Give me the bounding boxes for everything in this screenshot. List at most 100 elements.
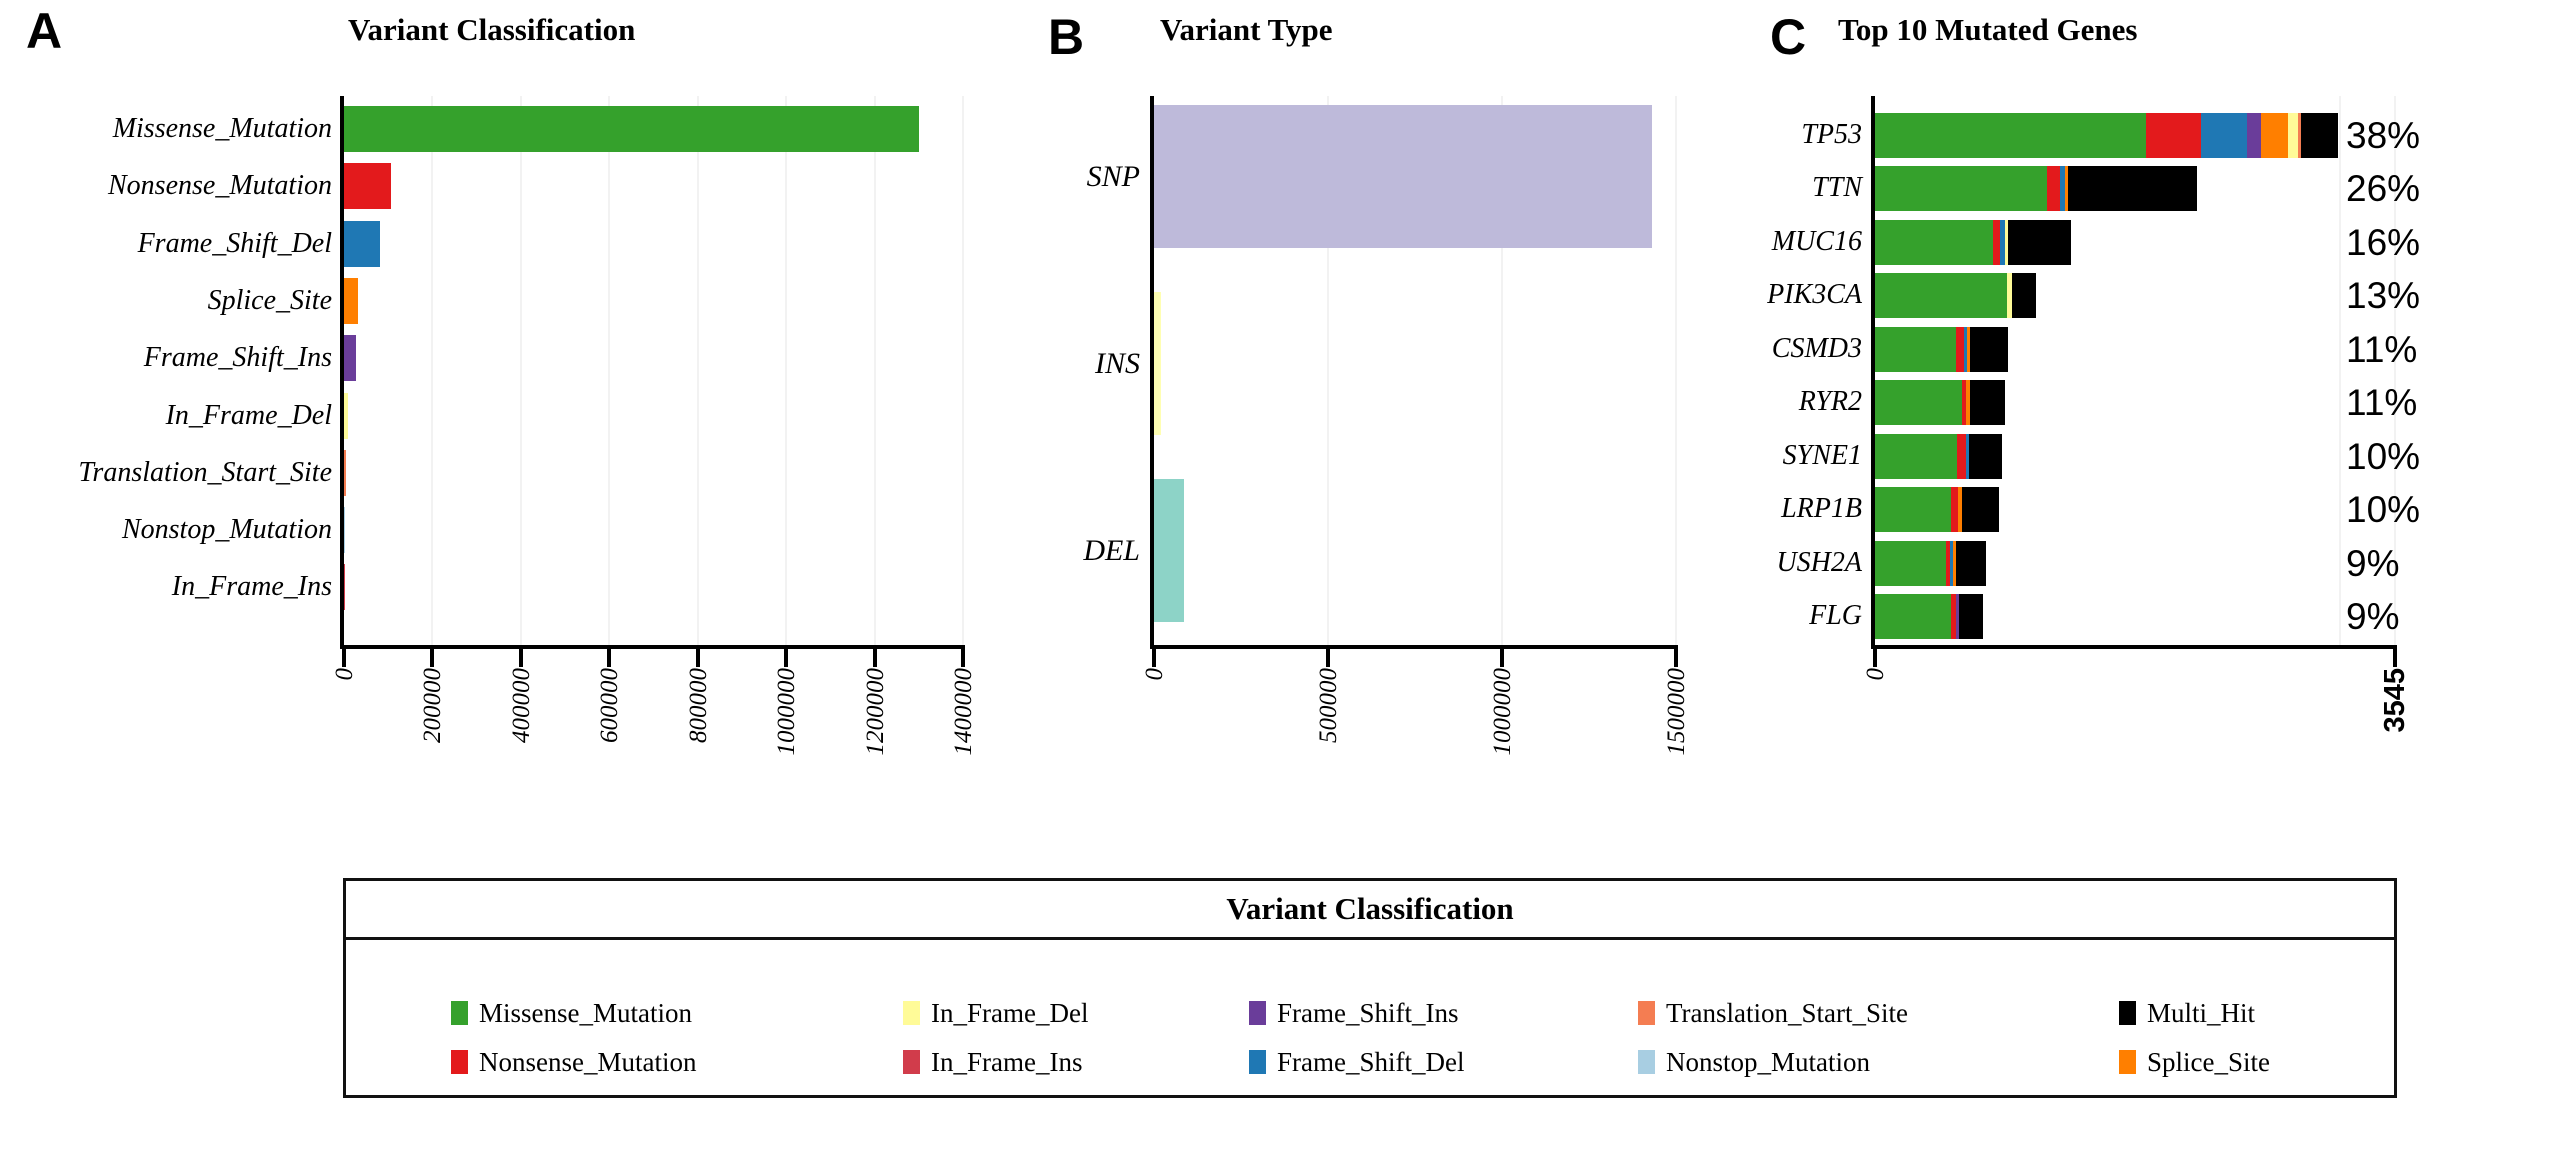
category-label-Nonstop_Mutation: Nonstop_Mutation — [121, 514, 332, 546]
frame-shift-del-swatch-icon — [1249, 1050, 1266, 1074]
gene-label-SYNE1: SYNE1 — [1782, 439, 1862, 471]
segment-FLG-Multi_Hit — [1958, 594, 1983, 640]
segment-RYR2-Multi_Hit — [1970, 380, 2006, 426]
percent-label-TTN: 26% — [2346, 168, 2421, 210]
percent-label-FLG: 9% — [2346, 596, 2400, 638]
x-tick-label-text: 1000000 — [1489, 668, 1516, 756]
segment-SYNE1-Frame_Shift_Del — [1965, 433, 1969, 479]
gene-bar-RYR2 — [1875, 380, 2006, 426]
segment-TP53-Multi_Hit — [2300, 113, 2338, 158]
segment-MUC16-Multi_Hit — [2007, 219, 2071, 265]
y-axis — [1150, 96, 1154, 649]
legend-label: In_Frame_Ins — [931, 1046, 1083, 1077]
gene-label-TP53: TP53 — [1801, 119, 1862, 150]
frame-shift-ins-swatch-icon — [1249, 1001, 1266, 1025]
segment-CSMD3-Missense_Mutation — [1875, 326, 1957, 372]
x-tick — [2393, 649, 2397, 667]
in-frame-ins-swatch-icon — [903, 1050, 920, 1074]
legend-item-Multi_Hit: Multi_Hit — [2119, 997, 2256, 1028]
variant-classification-title: Variant Classification — [348, 12, 636, 47]
category-label-DEL: DEL — [1083, 533, 1140, 567]
gridline — [873, 96, 876, 645]
bar-Translation_Start_Site — [344, 449, 346, 496]
segment-LRP1B-Missense_Mutation — [1875, 487, 1952, 533]
segment-TP53-Nonsense_Mutation — [2146, 113, 2202, 158]
bar-Splice_Site — [344, 277, 359, 324]
legend-item-In_Frame_Ins: In_Frame_Ins — [903, 1046, 1083, 1077]
nonstop-mutation-swatch-icon — [1638, 1050, 1655, 1074]
legend-label: Translation_Start_Site — [1666, 997, 1909, 1028]
segment-TTN-Frame_Shift_Del — [2060, 166, 2065, 212]
bar-INS — [1154, 292, 1161, 435]
category-label-Frame_Shift_Ins: Frame_Shift_Ins — [143, 342, 332, 374]
gridline — [431, 96, 434, 645]
segment-TP53-In_Frame_Del — [2288, 113, 2299, 158]
legend-label: Splice_Site — [2147, 1046, 2270, 1077]
gridline — [2339, 96, 2341, 645]
segment-RYR2-Missense_Mutation — [1875, 380, 1962, 426]
category-label-In_Frame_Ins: In_Frame_Ins — [171, 571, 332, 603]
legend-label: Nonsense_Mutation — [479, 1046, 697, 1077]
gene-label-USH2A: USH2A — [1776, 546, 1862, 578]
segment-TP53-Frame_Shift_Ins — [2247, 113, 2262, 158]
multi-hit-swatch-icon — [2119, 1001, 2136, 1025]
variant-type-title: Variant Type — [1160, 12, 1333, 47]
bar-In_Frame_Del — [344, 392, 348, 439]
percent-label-MUC16: 16% — [2346, 221, 2421, 263]
segment-CSMD3-Frame_Shift_Del — [1964, 326, 1968, 372]
segment-LRP1B-Splice_Site — [1957, 487, 1963, 533]
x-tick — [1326, 649, 1330, 667]
x-tick-label-text: 500000 — [1315, 668, 1342, 743]
segment-TTN-Multi_Hit — [2068, 166, 2198, 212]
panel-a-label: A — [26, 3, 63, 59]
segment-SYNE1-Missense_Mutation — [1875, 433, 1958, 479]
category-label-In_Frame_Del: In_Frame_Del — [165, 399, 332, 431]
segment-TP53-Splice_Site — [2261, 113, 2289, 158]
gridline — [785, 96, 788, 645]
bar-Nonsense_Mutation — [344, 163, 391, 210]
gene-label-MUC16: MUC16 — [1771, 225, 1862, 257]
gridline — [1327, 96, 1329, 645]
legend-item-Translation_Start_Site: Translation_Start_Site — [1638, 997, 1909, 1028]
gene-label-CSMD3: CSMD3 — [1771, 332, 1862, 364]
gene-bar-MUC16 — [1875, 219, 2071, 265]
legend-label: Frame_Shift_Ins — [1277, 997, 1459, 1028]
segment-TTN-Missense_Mutation — [1875, 166, 2048, 212]
x-tick-label-text: 0 — [331, 668, 358, 681]
legend-label: Multi_Hit — [2147, 997, 2256, 1028]
x-tick — [342, 649, 346, 667]
legend-label: Nonstop_Mutation — [1666, 1046, 1871, 1077]
segment-USH2A-Nonsense_Mutation — [1946, 540, 1951, 586]
legend-item-Frame_Shift_Del: Frame_Shift_Del — [1249, 1046, 1465, 1077]
gene-bar-TTN — [1875, 166, 2198, 212]
segment-TP53-Missense_Mutation — [1875, 113, 2147, 158]
x-tick-label-text: 1500000 — [1663, 668, 1690, 756]
x-tick — [430, 649, 435, 667]
x-tick — [607, 649, 612, 667]
bar-SNP — [1154, 105, 1652, 248]
bar-Missense_Mutation — [344, 106, 919, 152]
segment-TP53-Frame_Shift_Del — [2201, 113, 2248, 158]
splice-site-swatch-icon — [2119, 1050, 2136, 1074]
nonsense-mutation-swatch-icon — [451, 1050, 468, 1074]
gridline — [696, 96, 699, 645]
segment-CSMD3-Splice_Site — [1967, 326, 1971, 372]
segment-MUC16-In_Frame_Del — [2005, 219, 2008, 265]
segment-CSMD3-Multi_Hit — [1970, 326, 2009, 372]
legend-separator — [346, 937, 2394, 940]
segment-FLG-Frame_Shift_Ins — [1956, 594, 1959, 640]
segment-TTN-Nonsense_Mutation — [2047, 166, 2061, 212]
x-axis — [1150, 645, 1678, 649]
category-label-Splice_Site: Splice_Site — [207, 284, 332, 316]
panel-b-label: B — [1048, 9, 1085, 65]
gene-bar-SYNE1 — [1875, 433, 2002, 479]
x-tick — [1873, 649, 1877, 667]
top-mutated-genes-title: Top 10 Mutated Genes — [1838, 12, 2138, 47]
x-tick — [1674, 649, 1678, 667]
missense-mutation-swatch-icon — [451, 1001, 468, 1025]
legend-label: Frame_Shift_Del — [1277, 1046, 1465, 1077]
segment-RYR2-Splice_Site — [1966, 380, 1971, 426]
x-tick-label-text: 200000 — [419, 668, 447, 743]
x-tick-label-text: 1200000 — [861, 668, 889, 756]
